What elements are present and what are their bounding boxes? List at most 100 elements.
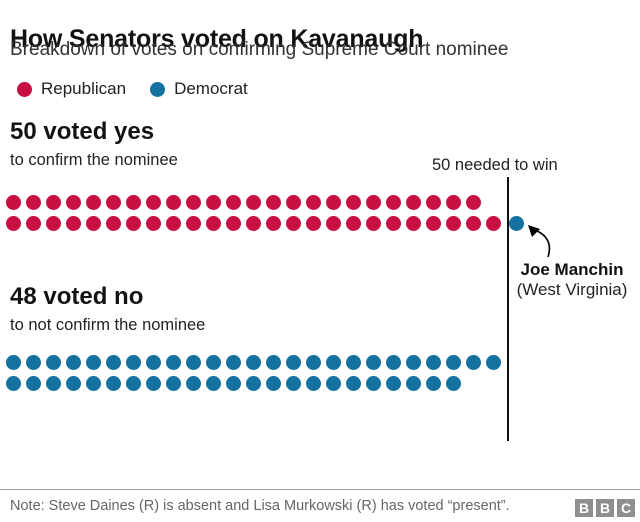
senator-dot — [65, 215, 81, 231]
senator-dot — [5, 375, 21, 391]
senator-dot — [245, 354, 261, 370]
manchin-dot — [508, 215, 524, 231]
senator-dot — [445, 194, 461, 210]
bbc-logo-letter: B — [596, 499, 614, 517]
senator-dot — [225, 354, 241, 370]
chart-subtitle: Breakdown of votes on confirming Supreme… — [10, 39, 509, 60]
bbc-logo-letter: C — [617, 499, 635, 517]
senator-dot — [405, 215, 421, 231]
senator-dot — [405, 354, 421, 370]
senator-dot — [205, 215, 221, 231]
senator-dot — [345, 194, 361, 210]
legend-label-democrat: Democrat — [174, 79, 248, 98]
senator-dot — [185, 215, 201, 231]
senator-dot — [485, 354, 501, 370]
senator-dot — [285, 354, 301, 370]
senator-dot — [345, 375, 361, 391]
senator-dot — [425, 215, 441, 231]
footer-divider — [0, 489, 640, 490]
senator-dot — [105, 215, 121, 231]
senator-dot — [265, 354, 281, 370]
senator-dot — [365, 194, 381, 210]
senator-dot — [325, 215, 341, 231]
senator-dot — [205, 375, 221, 391]
senator-dot — [45, 215, 61, 231]
legend-item-democrat: Democrat — [150, 79, 248, 99]
senator-dot — [25, 375, 41, 391]
legend-label-republican: Republican — [41, 79, 127, 98]
senator-dot — [125, 194, 141, 210]
senator-dot — [185, 194, 201, 210]
senator-dot — [365, 215, 381, 231]
senator-dot — [225, 194, 241, 210]
page-title: How Senators voted on Kavanaugh — [10, 24, 424, 53]
legend-item-republican: Republican — [17, 79, 126, 99]
senator-dot — [445, 375, 461, 391]
senator-dot — [265, 194, 281, 210]
senator-dot — [385, 215, 401, 231]
senator-dot — [305, 194, 321, 210]
senator-dot — [105, 375, 121, 391]
senator-dot — [25, 194, 41, 210]
senator-dot — [25, 215, 41, 231]
senator-dot — [285, 194, 301, 210]
senator-dot — [325, 375, 341, 391]
senator-dot — [365, 354, 381, 370]
senator-dot — [85, 375, 101, 391]
senator-dot — [165, 215, 181, 231]
senator-dot — [165, 375, 181, 391]
senator-dot — [265, 375, 281, 391]
legend: Republican Democrat — [17, 79, 248, 99]
senator-dot — [445, 215, 461, 231]
yes-group-subheading: to confirm the nominee — [10, 151, 178, 169]
senator-dot — [245, 194, 261, 210]
senator-dot — [5, 354, 21, 370]
senator-dot — [225, 215, 241, 231]
no-group-subheading: to not confirm the nominee — [10, 316, 206, 334]
republican-dot-icon — [17, 81, 32, 97]
senator-dot — [145, 194, 161, 210]
senator-dot — [385, 194, 401, 210]
senator-dot — [85, 215, 101, 231]
senator-dot — [125, 375, 141, 391]
senator-dot — [225, 375, 241, 391]
senator-dot — [205, 354, 221, 370]
threshold-line — [507, 177, 509, 441]
manchin-arrow-icon — [528, 225, 551, 258]
manchin-annotation: Joe Manchin (West Virginia) — [505, 260, 639, 300]
senator-dot — [5, 194, 21, 210]
bbc-logo-letter: B — [575, 499, 593, 517]
senator-dot — [125, 215, 141, 231]
senator-dot — [385, 375, 401, 391]
no-group-heading: 48 voted no — [10, 283, 144, 310]
senator-dot — [245, 375, 261, 391]
senator-dot — [185, 375, 201, 391]
senator-dot — [305, 354, 321, 370]
senator-dot — [85, 194, 101, 210]
senator-dot — [285, 215, 301, 231]
democrat-dot-icon — [150, 81, 166, 97]
senator-dot — [365, 375, 381, 391]
senator-dot — [405, 375, 421, 391]
senator-dot — [185, 354, 201, 370]
senator-dot — [65, 375, 81, 391]
footnote: Note: Steve Daines (R) is absent and Lis… — [10, 498, 510, 514]
senator-dot — [105, 354, 121, 370]
senator-dot — [65, 354, 81, 370]
senator-dot — [425, 375, 441, 391]
senator-dot — [425, 354, 441, 370]
senator-dot — [165, 194, 181, 210]
senator-dot — [145, 215, 161, 231]
senator-dot — [25, 354, 41, 370]
senator-dot — [405, 194, 421, 210]
senator-dot — [325, 354, 341, 370]
yes-group-heading: 50 voted yes — [10, 118, 155, 145]
senator-dot — [325, 194, 341, 210]
senator-dot — [265, 215, 281, 231]
senator-dot — [425, 194, 441, 210]
senator-dot — [465, 215, 481, 231]
bbc-logo: B B C — [575, 499, 635, 517]
senator-dot — [145, 354, 161, 370]
senator-dot — [125, 354, 141, 370]
